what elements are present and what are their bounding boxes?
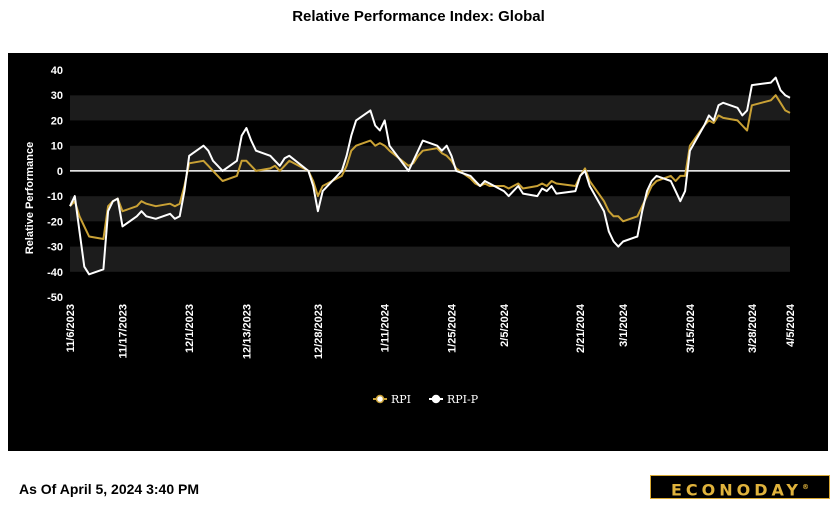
- x-tick-label: 1/11/2024: [380, 303, 392, 352]
- chart-panel: -50 -40 -30 -20 -10 0 10 20 30 40 11/6/2023 11/17/…: [8, 53, 830, 499]
- x-tick-label: 11/17/2023: [117, 304, 129, 358]
- y-axis-label: Relative Performance: [24, 142, 36, 255]
- grid-band: [70, 70, 790, 96]
- x-tick-label: 2/5/2024: [499, 303, 511, 347]
- grid-band: [70, 196, 790, 222]
- x-tick-label: 12/13/2023: [241, 304, 253, 359]
- x-tick-label: 1/25/2024: [446, 303, 458, 353]
- x-tick-label: 3/15/2024: [685, 303, 697, 353]
- y-tick-label: 10: [51, 141, 63, 153]
- y-tick-label: 40: [51, 65, 63, 77]
- legend-label-rpi: RPI: [391, 393, 411, 406]
- brand-text: ECONODAY: [671, 480, 802, 500]
- y-tick-label: -20: [47, 216, 63, 228]
- y-tick-label: 0: [57, 166, 63, 178]
- chart-title: Relative Performance Index: Global: [292, 8, 545, 25]
- line-chart: -50 -40 -30 -20 -10 0 10 20 30 40 11/6/2023 11/17/…: [24, 65, 797, 406]
- legend-marker-rpi: [375, 394, 385, 404]
- grid-band: [70, 170, 790, 197]
- legend-marker-rpi-p: [431, 394, 441, 404]
- registered-mark: ®: [801, 483, 809, 491]
- series-line-rpi-p: [69, 76, 791, 276]
- y-tick-label: -40: [47, 267, 63, 279]
- x-tick-label: 2/21/2024: [575, 303, 587, 353]
- y-tick-label: 20: [51, 115, 63, 127]
- x-tick-label: 11/6/2023: [65, 304, 77, 352]
- x-tick-label: 4/5/2024: [785, 303, 797, 347]
- y-tick-label: -50: [47, 292, 63, 304]
- grid-band: [70, 246, 790, 272]
- x-tick-label: 12/1/2023: [184, 304, 196, 353]
- grid-band: [70, 271, 790, 297]
- x-tick-label: 12/28/2023: [313, 304, 325, 359]
- y-tick-label: -10: [47, 191, 63, 203]
- grid-band: [70, 221, 790, 247]
- as-of-timestamp: As Of April 5, 2024 3:40 PM: [19, 481, 199, 497]
- x-tick-label: 3/28/2024: [747, 303, 759, 353]
- grid-band: [70, 120, 790, 146]
- grid-band: [70, 95, 790, 121]
- x-tick-label: 3/1/2024: [618, 303, 630, 347]
- y-tick-label: 30: [51, 90, 63, 102]
- legend-label-rpi-p: RPI-P: [447, 393, 479, 406]
- econoday-logo: ECONODAY®: [650, 475, 830, 499]
- y-tick-label: -30: [47, 242, 63, 254]
